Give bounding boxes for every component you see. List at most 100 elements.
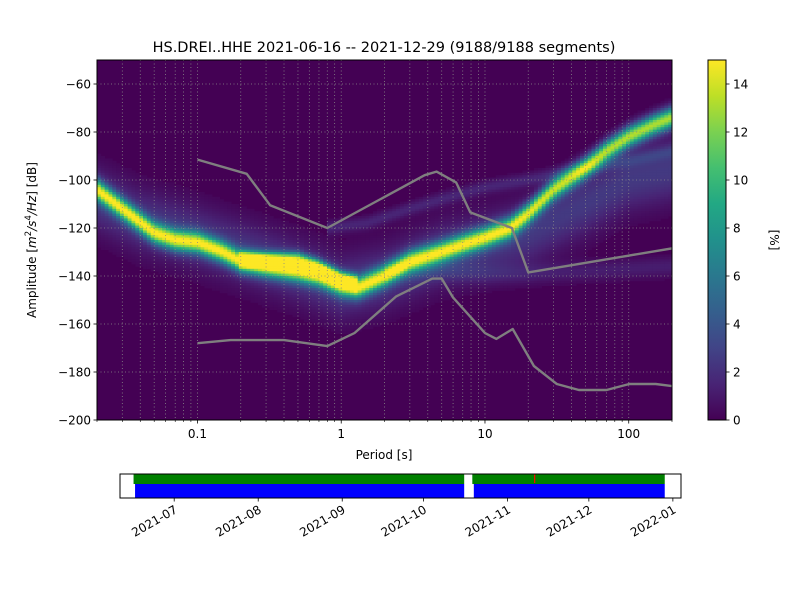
density-cell (465, 244, 470, 248)
density-cell (146, 218, 152, 222)
density-cell (173, 235, 178, 238)
density-cell (315, 297, 320, 301)
density-cell (518, 230, 523, 234)
density-cell (112, 182, 117, 186)
density-cell (227, 225, 232, 229)
density-cell (338, 216, 343, 219)
density-cell (273, 292, 278, 296)
density-cell (465, 278, 470, 282)
density-cell (511, 206, 516, 210)
density-cell (277, 264, 282, 267)
density-cell (300, 232, 305, 236)
density-cell (357, 256, 362, 260)
density-cell (376, 300, 382, 303)
density-cell (503, 242, 508, 246)
density-cell (465, 208, 470, 212)
density-cell (311, 278, 316, 282)
density-cell (292, 228, 297, 231)
density-cell (108, 237, 113, 241)
density-cell (208, 252, 213, 255)
density-cell (281, 232, 286, 236)
density-cell (292, 252, 297, 255)
density-cell (399, 228, 405, 231)
density-cell (357, 266, 362, 270)
density-cell (511, 276, 516, 279)
density-cell (438, 295, 443, 298)
density-cell (127, 247, 132, 250)
density-cell (204, 268, 209, 272)
density-cell (346, 302, 351, 306)
density-cell (300, 261, 305, 265)
density-cell (261, 256, 267, 260)
density-cell (189, 242, 194, 246)
density-cell (384, 252, 389, 255)
density-cell (254, 271, 259, 274)
density-cell (250, 297, 255, 301)
density-cell (518, 259, 523, 262)
density-cell (465, 230, 470, 234)
density-cell (476, 204, 481, 207)
density-cell (488, 268, 493, 272)
density-cell (261, 290, 267, 294)
density-cell (246, 254, 251, 258)
density-cell (269, 288, 274, 291)
density-cell (376, 316, 382, 320)
density-cell (307, 285, 313, 289)
density-cell (403, 276, 408, 279)
density-cell (399, 208, 405, 212)
density-cell (219, 266, 224, 270)
density-cell (403, 268, 408, 272)
density-cell (123, 187, 129, 190)
density-cell (173, 213, 178, 217)
density-cell (219, 235, 224, 238)
density-cell (162, 223, 167, 226)
density-cell (135, 244, 140, 248)
density-cell (100, 235, 106, 238)
density-cell (166, 206, 171, 210)
density-cell (258, 271, 263, 274)
density-cell (491, 259, 497, 262)
density-cell (434, 290, 439, 294)
density-cell (116, 216, 121, 219)
density-cell (123, 225, 129, 229)
density-cell (185, 273, 190, 277)
density-cell (357, 264, 362, 267)
density-cell (430, 211, 435, 214)
density-cell (181, 220, 186, 224)
density-cell (522, 184, 527, 188)
density-cell (514, 271, 520, 274)
density-cell (177, 232, 182, 236)
density-cell (307, 300, 313, 303)
density-cell (415, 218, 420, 222)
density-cell (235, 247, 240, 250)
density-cell (511, 218, 516, 222)
density-cell (384, 259, 389, 262)
density-cell (534, 218, 539, 222)
density-cell (177, 266, 182, 270)
density-cell (227, 218, 232, 222)
density-cell (246, 237, 251, 241)
density-cell (480, 264, 485, 267)
density-cell (484, 285, 489, 289)
density-cell (488, 187, 493, 190)
density-cell (396, 304, 401, 308)
density-cell (330, 259, 336, 262)
density-cell (181, 208, 186, 212)
density-cell (430, 223, 435, 226)
density-cell (530, 235, 535, 238)
density-cell (361, 278, 366, 282)
density-cell (491, 230, 497, 234)
density-cell (507, 271, 512, 274)
density-cell (384, 319, 389, 322)
density-cell (169, 254, 175, 258)
density-cell (350, 297, 355, 301)
density-cell (495, 271, 500, 274)
density-cell (212, 288, 217, 291)
density-cell (281, 254, 286, 258)
density-cell (434, 297, 439, 301)
density-cell (204, 235, 209, 238)
density-cell (123, 232, 129, 236)
density-cell (507, 192, 512, 195)
density-cell (150, 225, 155, 229)
density-cell (219, 228, 224, 231)
